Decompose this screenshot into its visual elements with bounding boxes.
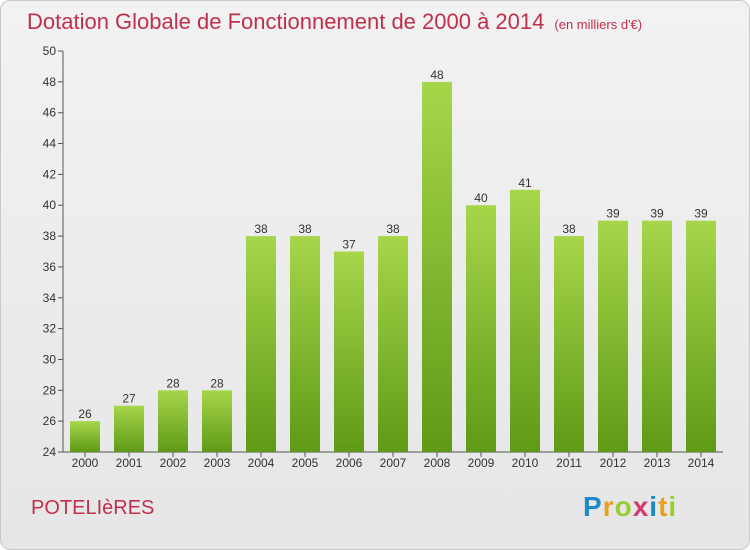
value-label-2014: 39 (694, 207, 708, 221)
y-tick-label: 42 (43, 167, 57, 181)
value-label-2003: 28 (210, 376, 224, 390)
bar-2007 (378, 236, 408, 452)
x-tick-label-2003: 2003 (204, 456, 231, 470)
bar-2013 (642, 220, 672, 452)
logo-letter: o (614, 491, 633, 522)
commune-name: POTELIèRES (31, 497, 155, 519)
x-tick-label-2012: 2012 (600, 456, 627, 470)
bar-2002 (158, 390, 188, 452)
logo-letter: P (583, 491, 603, 522)
chart-unit: (en milliers d'€) (554, 17, 643, 32)
x-tick-label-2002: 2002 (160, 456, 187, 470)
y-tick-label: 44 (43, 137, 57, 151)
y-tick-label: 40 (43, 198, 57, 212)
y-tick-label: 48 (43, 75, 57, 89)
bar-2006 (334, 251, 364, 452)
y-tick-label: 34 (43, 291, 57, 305)
value-label-2004: 38 (254, 222, 268, 236)
bar-2012 (598, 220, 628, 452)
value-label-2009: 40 (474, 191, 488, 205)
value-label-2000: 26 (78, 407, 92, 421)
value-label-2005: 38 (298, 222, 312, 236)
y-tick-label: 38 (43, 229, 57, 243)
logo-letter: r (602, 491, 615, 522)
value-label-2012: 39 (606, 207, 620, 221)
value-label-2013: 39 (650, 207, 664, 221)
x-tick-label-2009: 2009 (468, 456, 495, 470)
x-tick-label-2000: 2000 (72, 456, 99, 470)
bar-2000 (70, 421, 100, 452)
proxiti-logo: Proxiti (583, 491, 677, 523)
bar-2011 (554, 236, 584, 452)
bar-2005 (290, 236, 320, 452)
y-tick-label: 26 (43, 414, 57, 428)
x-tick-label-2006: 2006 (336, 456, 363, 470)
value-label-2001: 27 (122, 392, 136, 406)
y-tick-label: 30 (43, 352, 57, 366)
y-tick-label: 50 (43, 44, 57, 58)
x-tick-label-2013: 2013 (644, 456, 671, 470)
value-label-2008: 48 (430, 68, 444, 82)
x-tick-label-2007: 2007 (380, 456, 407, 470)
logo-letter: i (668, 491, 678, 522)
bar-2014 (686, 220, 716, 452)
bar-2004 (246, 236, 276, 452)
x-tick-label-2010: 2010 (512, 456, 539, 470)
logo-letter: x (632, 491, 650, 522)
value-label-2002: 28 (166, 376, 180, 390)
x-tick-label-2008: 2008 (424, 456, 451, 470)
value-label-2010: 41 (518, 176, 532, 190)
x-tick-label-2011: 2011 (556, 456, 582, 470)
x-tick-label-2001: 2001 (116, 456, 143, 470)
bar-2009 (466, 205, 496, 452)
chart-title-text: Dotation Globale de Fonctionnement de 20… (27, 9, 545, 34)
value-label-2007: 38 (386, 222, 400, 236)
y-tick-label: 24 (43, 445, 57, 459)
bar-2008 (422, 81, 452, 452)
y-tick-label: 36 (43, 260, 57, 274)
value-label-2011: 38 (562, 222, 576, 236)
logo-letter: t (658, 491, 669, 522)
y-tick-label: 32 (43, 322, 57, 336)
bar-2010 (510, 189, 540, 453)
y-tick-label: 46 (43, 106, 57, 120)
chart-title: Dotation Globale de Fonctionnement de 20… (27, 9, 642, 35)
x-tick-label-2005: 2005 (292, 456, 319, 470)
x-tick-label-2004: 2004 (248, 456, 275, 470)
bar-2001 (114, 405, 144, 452)
y-tick-label: 28 (43, 383, 57, 397)
bar-2003 (202, 390, 232, 452)
logo-letter: i (649, 491, 659, 522)
x-tick-label-2014: 2014 (688, 456, 715, 470)
value-label-2006: 37 (342, 238, 356, 252)
